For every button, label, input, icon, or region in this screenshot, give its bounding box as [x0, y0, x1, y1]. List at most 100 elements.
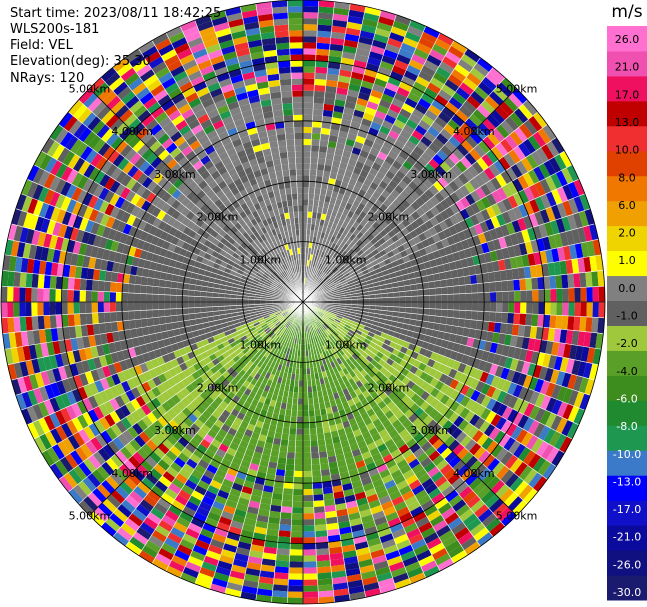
velocity-gate: [131, 337, 140, 348]
velocity-gate: [202, 275, 210, 282]
velocity-gate: [415, 319, 423, 328]
velocity-gate: [352, 228, 361, 237]
velocity-gate: [37, 274, 45, 289]
velocity-gate: [309, 175, 317, 182]
velocity-gate: [225, 333, 234, 341]
velocity-gate: [235, 325, 243, 332]
velocity-gate: [256, 344, 263, 352]
velocity-gate: [409, 165, 421, 177]
velocity-gate: [76, 400, 88, 415]
velocity-gate: [134, 319, 142, 329]
velocity-gate: [391, 281, 399, 288]
velocity-gate: [274, 336, 280, 343]
velocity-gate: [141, 381, 152, 393]
velocity-gate: [363, 295, 370, 299]
velocity-gate: [517, 217, 528, 232]
velocity-gate: [401, 418, 413, 429]
velocity-gate: [353, 141, 364, 150]
velocity-gate: [268, 289, 275, 293]
velocity-gate: [275, 311, 282, 316]
velocity-gate: [373, 516, 388, 527]
velocity-gate: [548, 157, 562, 174]
velocity-gate: [359, 361, 368, 370]
velocity-gate: [165, 344, 174, 354]
velocity-gate: [270, 498, 283, 507]
velocity-gate: [268, 311, 275, 315]
velocity-gate: [345, 138, 356, 147]
velocity-gate: [362, 269, 370, 275]
velocity-gate: [411, 295, 418, 302]
velocity-gate: [349, 370, 357, 378]
velocity-gate: [345, 567, 361, 577]
velocity-gate: [450, 325, 459, 335]
velocity-gate: [342, 175, 351, 184]
velocity-gate: [168, 259, 177, 268]
velocity-gate: [227, 413, 237, 423]
velocity-gate: [567, 315, 575, 331]
velocity-gate: [247, 334, 255, 342]
velocity-gate: [348, 512, 361, 521]
velocity-gate: [312, 391, 319, 399]
velocity-gate: [276, 330, 282, 337]
velocity-gate: [285, 335, 291, 342]
velocity-gate: [384, 438, 396, 449]
velocity-gate: [533, 166, 546, 182]
velocity-gate: [418, 37, 435, 50]
velocity-gate: [567, 181, 580, 199]
velocity-gate: [258, 338, 265, 345]
velocity-gate: [305, 247, 309, 254]
velocity-gate: [83, 384, 94, 398]
velocity-gate: [364, 6, 382, 17]
velocity-gate: [138, 431, 151, 444]
velocity-gate: [129, 536, 146, 551]
velocity-gate: [363, 230, 372, 238]
velocity-gate: [421, 356, 430, 366]
velocity-gate: [572, 212, 584, 229]
velocity-gate: [90, 345, 99, 359]
velocity-gate: [188, 258, 196, 267]
velocity-gate: [348, 355, 356, 364]
velocity-gate: [260, 299, 267, 302]
velocity-gate: [275, 350, 281, 358]
velocity-gate: [13, 271, 21, 288]
velocity-gate: [256, 514, 269, 523]
velocity-gate: [438, 346, 447, 357]
velocity-gate: [268, 510, 281, 519]
velocity-gate: [90, 436, 103, 452]
velocity-gate: [105, 427, 118, 441]
velocity-gate: [196, 506, 210, 518]
velocity-gate: [405, 155, 418, 166]
velocity-gate: [435, 66, 452, 80]
velocity-gate: [145, 233, 155, 244]
velocity-gate: [197, 533, 213, 545]
velocity-gate: [309, 279, 313, 286]
velocity-gate: [488, 91, 504, 106]
velocity-gate: [512, 88, 528, 104]
velocity-gate: [240, 274, 248, 281]
velocity-gate: [363, 366, 372, 374]
velocity-gate: [490, 146, 504, 160]
velocity-gate: [324, 357, 331, 365]
velocity-gate: [308, 187, 315, 194]
velocity-gate: [262, 334, 269, 341]
velocity-gate: [145, 342, 154, 353]
velocity-gate: [303, 30, 318, 37]
velocity-gate: [480, 183, 492, 197]
velocity-gate: [399, 296, 406, 302]
velocity-gate: [509, 458, 523, 474]
velocity-gate: [366, 441, 378, 451]
velocity-gate: [66, 390, 77, 406]
velocity-gate: [459, 373, 469, 385]
velocity-gate: [156, 383, 167, 395]
velocity-gate: [513, 443, 526, 459]
velocity-gate: [363, 456, 375, 466]
velocity-gate: [158, 547, 175, 561]
ray-separator: [302, 301, 565, 454]
velocity-gate: [76, 336, 85, 350]
velocity-gate: [428, 142, 441, 154]
velocity-gate: [420, 135, 433, 148]
velocity-gate: [444, 376, 454, 387]
velocity-gate: [296, 325, 300, 332]
velocity-gate: [56, 327, 65, 341]
velocity-gate: [261, 291, 268, 295]
